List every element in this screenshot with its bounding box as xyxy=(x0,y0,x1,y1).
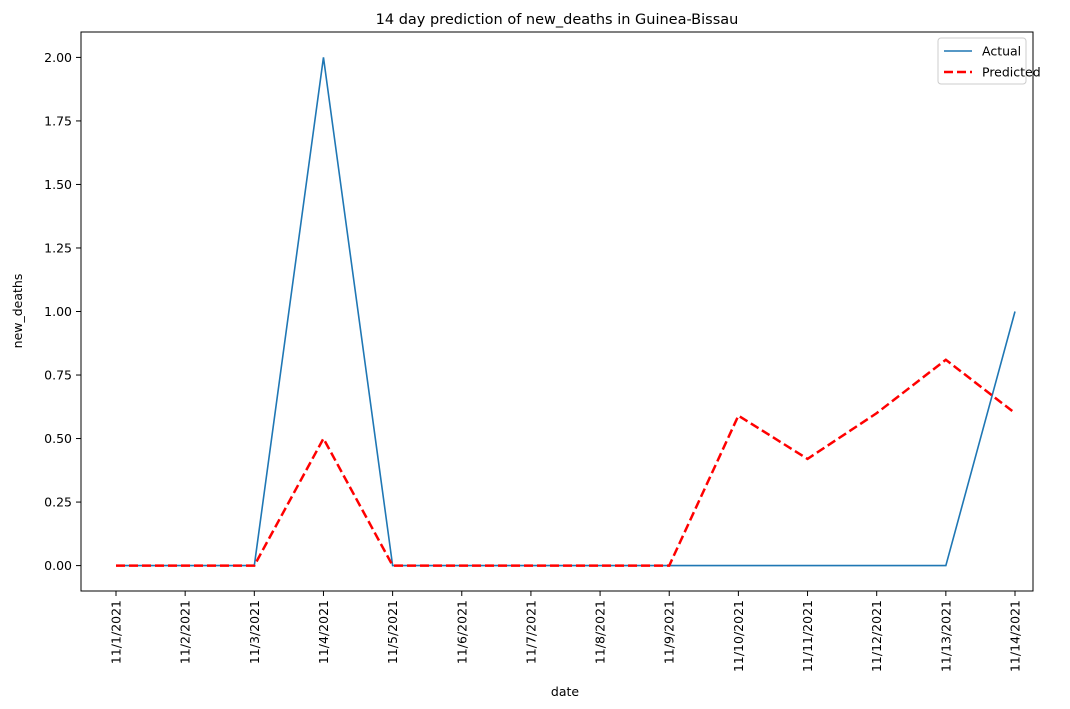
x-tick-label: 11/1/2021 xyxy=(109,600,124,664)
y-tick-label: 2.00 xyxy=(44,50,72,65)
x-tick-label: 11/12/2021 xyxy=(869,600,884,672)
legend: Actual Predicted xyxy=(937,37,1041,85)
y-tick-label: 1.75 xyxy=(44,113,72,128)
y-tick-label: 1.50 xyxy=(44,177,72,192)
x-tick-label: 11/5/2021 xyxy=(385,600,400,664)
x-tick-label: 11/2/2021 xyxy=(178,600,193,664)
x-tick-label: 11/3/2021 xyxy=(247,600,262,664)
y-tick-label: 0.75 xyxy=(44,368,72,383)
x-tick-label: 11/8/2021 xyxy=(593,600,608,664)
series-layer xyxy=(116,57,1016,567)
y-tick-label: 0.00 xyxy=(44,558,72,573)
x-tick-label: 11/6/2021 xyxy=(454,600,469,664)
x-tick-label: 11/13/2021 xyxy=(938,600,953,672)
x-tick-label: 11/9/2021 xyxy=(662,600,677,664)
y-tick-label: 1.00 xyxy=(44,304,72,319)
y-tick-label: 0.50 xyxy=(44,431,72,446)
series-line-predicted xyxy=(116,358,1016,567)
x-tick-label: 11/11/2021 xyxy=(800,600,815,672)
legend-label: Predicted xyxy=(982,65,1041,80)
y-tick-label: 0.25 xyxy=(44,495,72,510)
legend-label: Actual xyxy=(982,44,1021,59)
chart-title: 14 day prediction of new_deaths in Guine… xyxy=(376,12,739,28)
y-axis-ticks: 0.00 0.25 0.50 0.75 1.00 1.25 1.50 1.75 2.00 xyxy=(44,50,81,573)
x-tick-label: 11/4/2021 xyxy=(316,600,331,664)
y-tick-label: 1.25 xyxy=(44,240,72,255)
x-tick-label: 11/10/2021 xyxy=(731,600,746,672)
x-tick-label: 11/14/2021 xyxy=(1008,600,1023,672)
x-tick-label: 11/7/2021 xyxy=(523,600,538,664)
x-axis-label: date xyxy=(551,684,579,699)
plot-area xyxy=(80,31,1034,592)
y-axis-label: new_deaths xyxy=(10,274,25,349)
x-axis-ticks: 11/1/2021 11/2/2021 11/3/2021 11/4/2021 11/5… xyxy=(109,591,1023,672)
